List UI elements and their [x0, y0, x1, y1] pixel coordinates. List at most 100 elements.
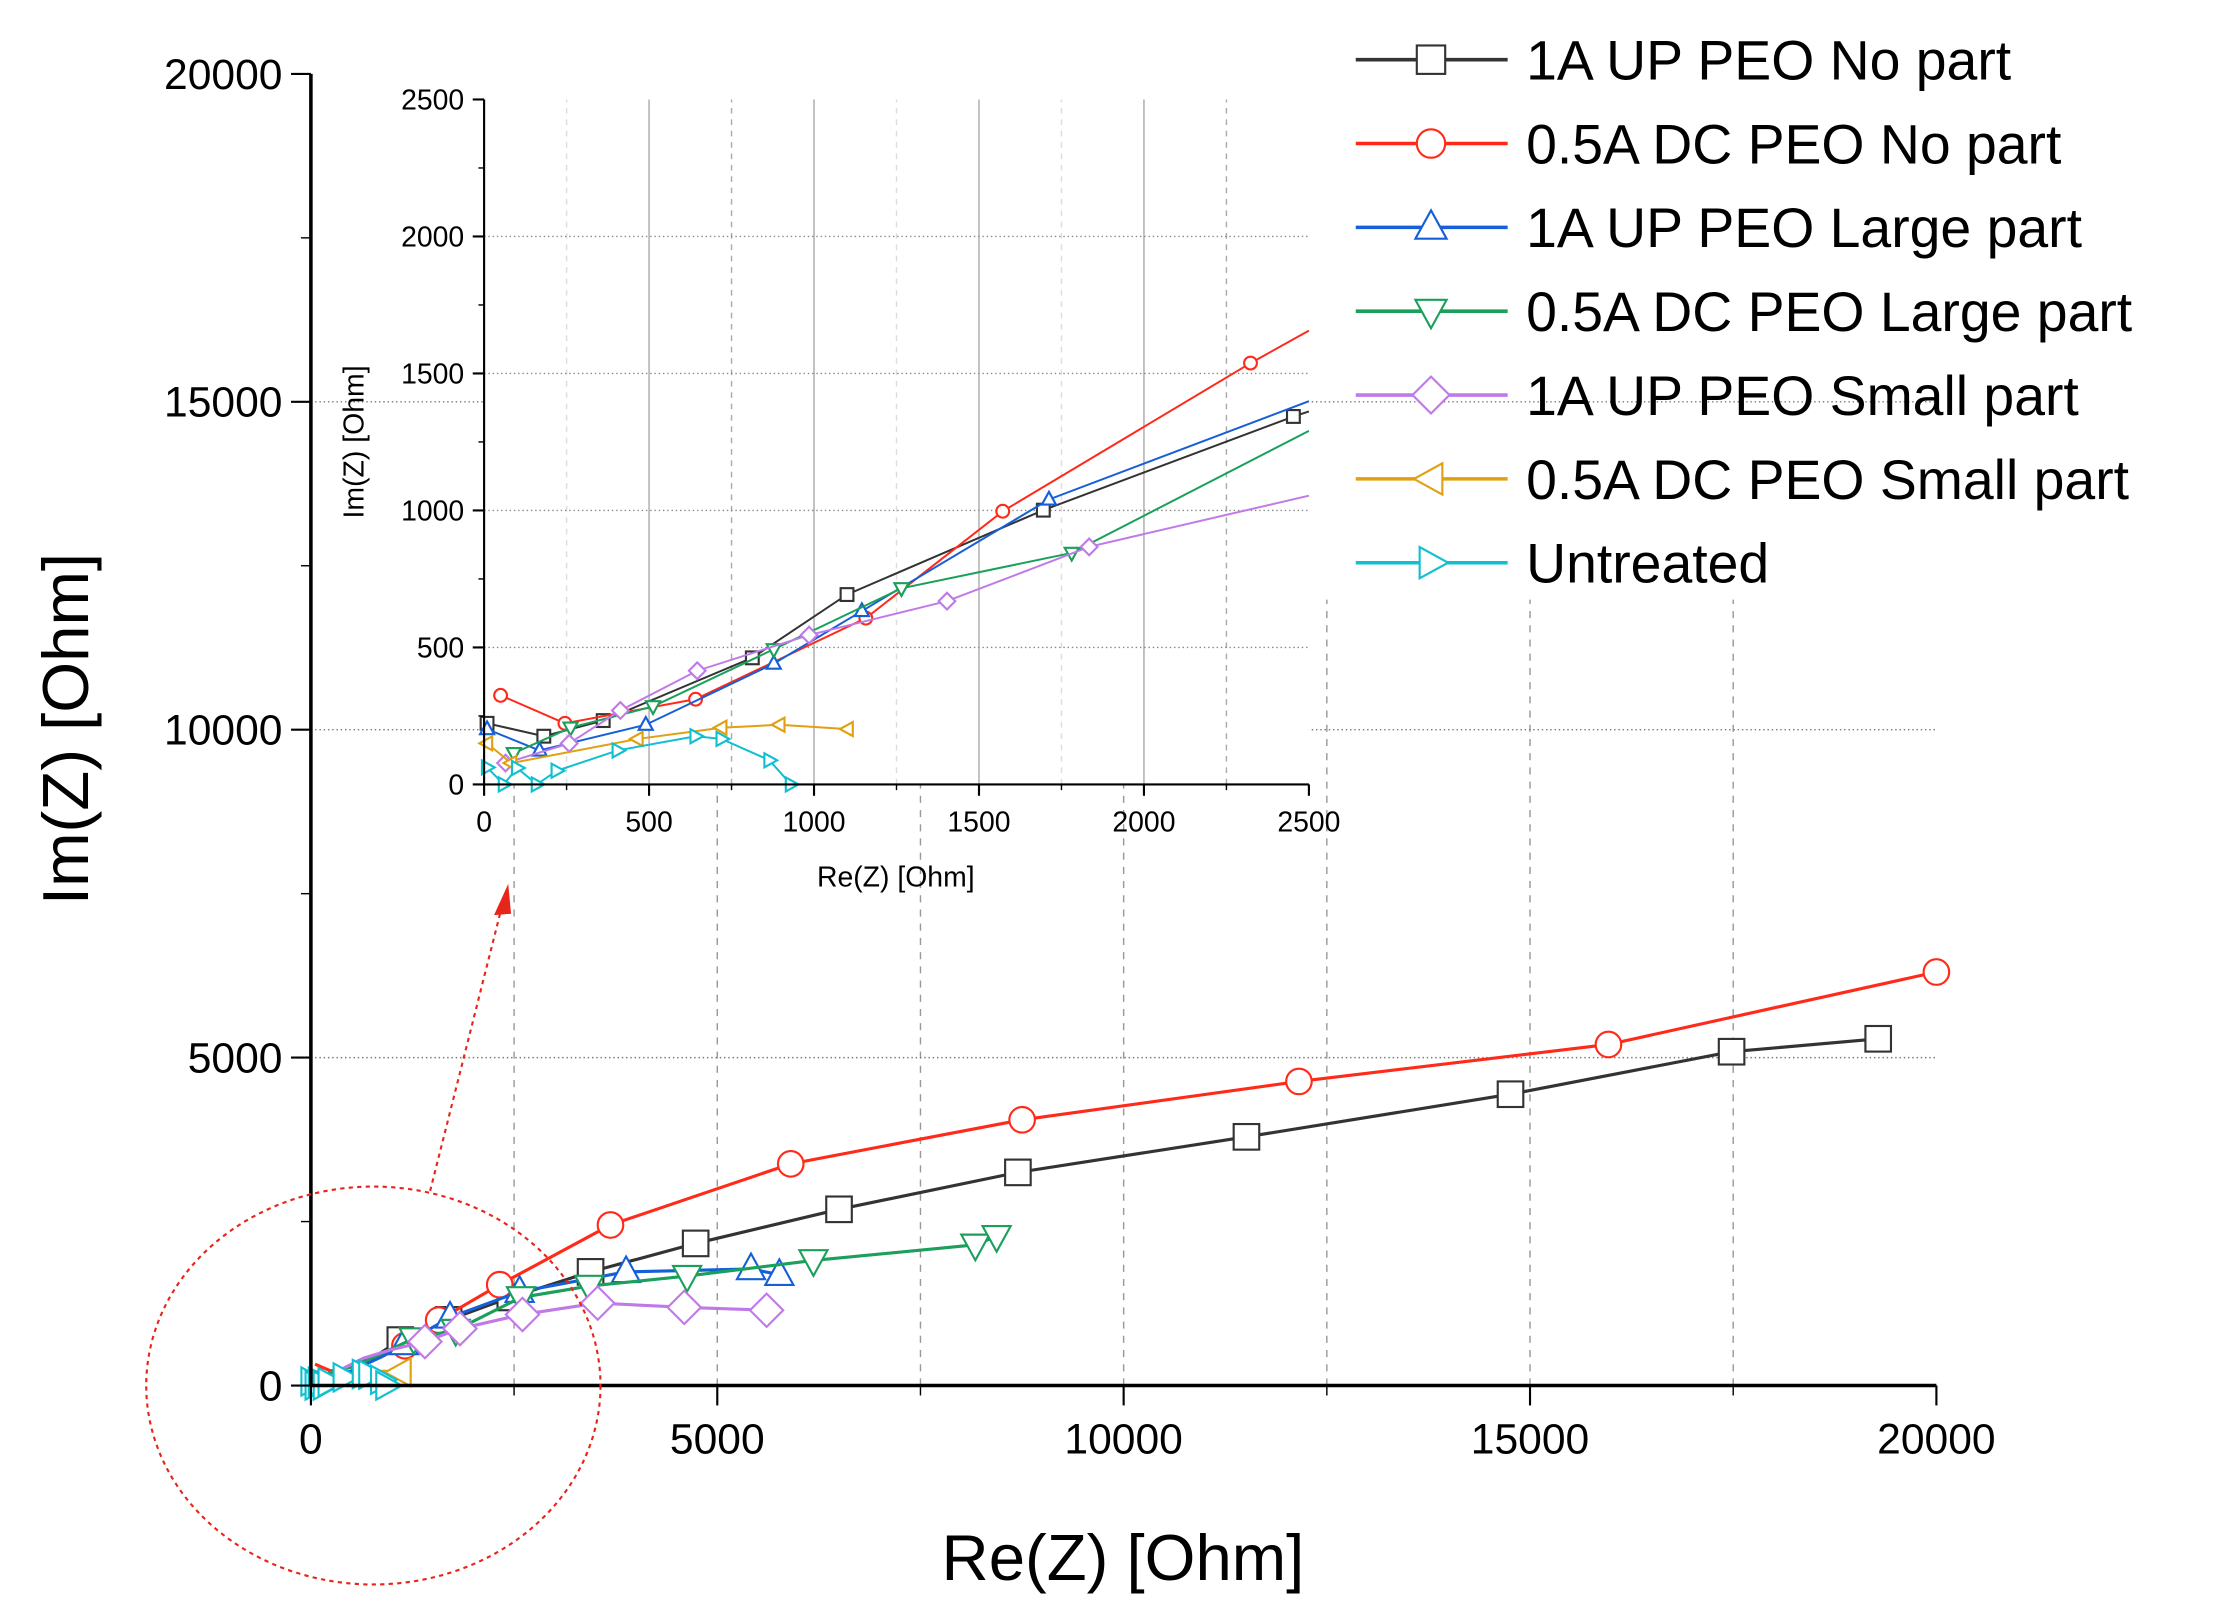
- series-line-4: [505, 494, 1310, 765]
- data-point: [510, 759, 527, 777]
- x-tick-label: 2000: [1112, 806, 1175, 838]
- y-tick-label: 2500: [401, 84, 464, 116]
- x-tick-label: 1000: [782, 806, 845, 838]
- data-point: [477, 734, 494, 753]
- data-point: [776, 1150, 805, 1178]
- data-point: [980, 1225, 1013, 1254]
- data-point: [1040, 489, 1058, 506]
- data-point: [1594, 1030, 1623, 1059]
- y-tick-label: 10000: [164, 707, 282, 755]
- x-tick-label: 500: [625, 806, 672, 838]
- data-point: [666, 1289, 703, 1326]
- zoom-region-ellipse: [145, 1185, 602, 1586]
- data-point: [959, 1233, 992, 1263]
- main-series: [300, 958, 1951, 1402]
- y-tick-label: 0: [448, 769, 464, 801]
- legend-marker: [1413, 208, 1449, 240]
- data-point: [763, 1257, 796, 1286]
- data-point: [687, 660, 708, 681]
- data-point: [636, 714, 655, 731]
- y-tick-label: 2000: [401, 221, 464, 253]
- data-point: [763, 751, 780, 770]
- y-tick-label: 15000: [164, 379, 282, 427]
- x-tick-label: 15000: [1471, 1416, 1589, 1464]
- legend-label: 1A UP PEO No part: [1526, 30, 2011, 92]
- data-point: [711, 718, 728, 737]
- series-line-4: [315, 1301, 767, 1382]
- x-tick-label: 1500: [947, 806, 1010, 838]
- data-point: [1008, 1105, 1036, 1134]
- data-point: [769, 715, 786, 734]
- series-line-0: [311, 1037, 1879, 1376]
- inset-grid: [484, 99, 1309, 785]
- data-point: [1232, 1122, 1261, 1151]
- data-point: [689, 727, 706, 746]
- data-point: [1864, 1024, 1893, 1053]
- y-tick-label: 500: [417, 632, 464, 664]
- data-point: [610, 700, 631, 721]
- data-point: [550, 761, 567, 780]
- data-point: [1285, 1067, 1313, 1096]
- data-point: [1717, 1037, 1746, 1066]
- data-point: [825, 1195, 853, 1224]
- data-point: [441, 1310, 479, 1347]
- inset-y-axis-label: Im(Z) [Ohm]: [338, 365, 370, 518]
- data-point: [671, 1264, 703, 1294]
- inset-series: [477, 329, 1310, 794]
- data-point: [611, 741, 628, 760]
- y-tick-label: 1500: [401, 358, 464, 390]
- data-point: [627, 730, 644, 748]
- legend-label: 1A UP PEO Large part: [1526, 197, 2082, 259]
- series-line-1: [314, 970, 1937, 1373]
- data-point: [1922, 958, 1951, 986]
- zoom-arrow-head: [494, 883, 512, 916]
- data-point: [596, 1211, 625, 1239]
- x-axis-label: Re(Z) [Ohm]: [942, 1521, 1305, 1594]
- y-tick-label: 5000: [188, 1035, 283, 1083]
- y-tick-label: 1000: [401, 495, 464, 527]
- legend-marker: [1415, 128, 1447, 159]
- data-point: [839, 587, 855, 603]
- x-tick-label: 20000: [1877, 1416, 1995, 1464]
- data-point: [748, 1292, 785, 1329]
- legend-marker: [1413, 298, 1449, 331]
- y-tick-label: 0: [259, 1362, 283, 1410]
- x-tick-label: 0: [299, 1416, 323, 1464]
- legend-marker: [1411, 461, 1444, 497]
- data-point: [995, 503, 1011, 519]
- data-point: [799, 625, 819, 645]
- data-point: [1243, 355, 1258, 371]
- series-line-3: [317, 1234, 998, 1380]
- data-point: [504, 1296, 541, 1333]
- data-point: [1079, 537, 1099, 557]
- data-point: [644, 700, 662, 717]
- data-point: [317, 1366, 347, 1399]
- data-point: [406, 1323, 444, 1360]
- x-tick-label: 5000: [670, 1416, 765, 1464]
- data-point: [1496, 1080, 1525, 1109]
- data-point: [837, 720, 854, 738]
- data-point: [681, 1229, 710, 1258]
- data-point: [715, 730, 732, 748]
- inset-x-axis-label: Re(Z) [Ohm]: [817, 862, 975, 894]
- y-axis-label: Im(Z) [Ohm]: [29, 553, 102, 905]
- data-point: [937, 591, 957, 611]
- legend-marker: [1418, 545, 1451, 581]
- series-line-0: [486, 410, 1310, 738]
- legend-marker: [1415, 44, 1447, 75]
- legend-label: 1A UP PEO Small part: [1526, 365, 2079, 427]
- zoom-arrow: [429, 909, 503, 1192]
- data-point: [797, 1249, 830, 1279]
- axes: 0 5000 10000 15000 2000005000100001500020000…: [164, 51, 1996, 1464]
- x-tick-label: 10000: [1064, 1416, 1182, 1464]
- data-point: [485, 1270, 514, 1299]
- x-tick-label: 0: [476, 806, 492, 838]
- x-tick-label: 2500: [1277, 806, 1340, 838]
- legend-label: Untreated: [1526, 533, 1769, 595]
- legend-marker: [1411, 375, 1451, 416]
- data-point: [1004, 1158, 1032, 1187]
- legend-label: 0.5A DC PEO Large part: [1526, 281, 2132, 343]
- legend-label: 0.5A DC PEO Small part: [1526, 449, 2129, 511]
- legend-label: 0.5A DC PEO No part: [1526, 113, 2061, 175]
